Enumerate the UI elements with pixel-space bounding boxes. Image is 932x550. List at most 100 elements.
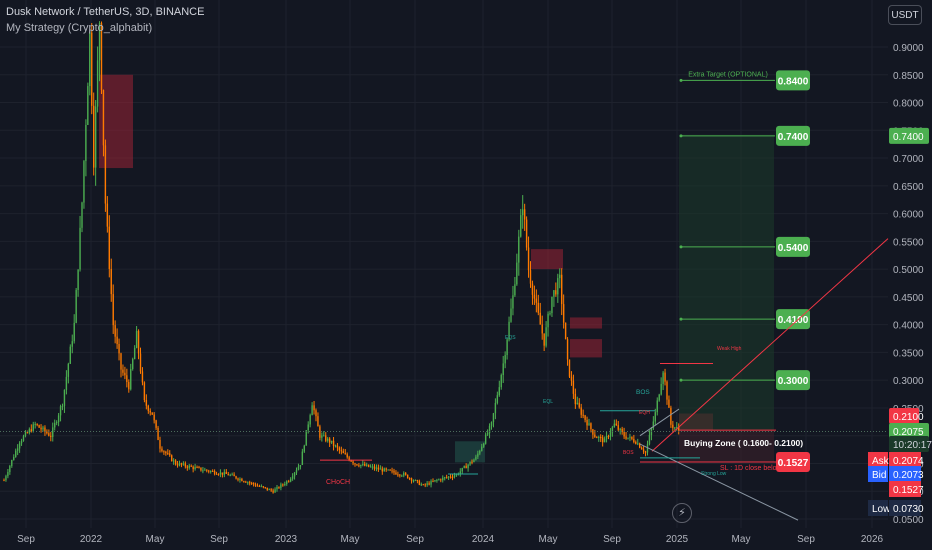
y-tick-label: 0.7000 xyxy=(893,154,924,165)
candle-body xyxy=(233,474,235,477)
candle-body xyxy=(315,410,317,417)
candle-body xyxy=(559,274,561,279)
stop-zone xyxy=(679,430,774,462)
target-label-box xyxy=(776,125,810,146)
target-label: 0.4100 xyxy=(778,315,809,326)
candle-body xyxy=(356,464,358,466)
resistance-zone xyxy=(99,74,133,169)
candle-body xyxy=(522,209,524,216)
candle-body xyxy=(648,435,651,445)
resistance-zone xyxy=(570,339,602,358)
candle-body xyxy=(613,423,616,428)
candle-body xyxy=(640,447,643,450)
strategy-label[interactable]: My Strategy (Crypto_alphabit) xyxy=(6,22,153,34)
candle-body xyxy=(561,274,563,305)
candle-body xyxy=(596,437,598,439)
candle-body xyxy=(291,476,294,479)
candle-body xyxy=(615,423,617,426)
candle-body xyxy=(192,466,194,470)
candle-body xyxy=(44,427,46,432)
candle-body xyxy=(157,427,159,440)
candle-body xyxy=(321,435,323,438)
candle-body xyxy=(272,490,274,493)
candle-body xyxy=(465,466,467,469)
target-zone xyxy=(679,134,774,431)
candle-body xyxy=(502,363,504,375)
y-tick-label: 0.3000 xyxy=(893,376,924,387)
target-label: 0.3000 xyxy=(778,376,809,387)
candle-body xyxy=(391,470,393,472)
candle-body xyxy=(410,478,413,481)
candle-body xyxy=(13,457,15,461)
candle-body xyxy=(89,32,91,87)
candle-body xyxy=(262,486,265,488)
candle-body xyxy=(217,474,220,476)
candle-body xyxy=(237,478,239,480)
candle-body xyxy=(605,435,608,439)
candle-body xyxy=(153,414,155,421)
y-tick-label: 0.6500 xyxy=(893,182,924,193)
candle-body xyxy=(188,465,190,468)
candle-body xyxy=(28,429,31,433)
candle-body xyxy=(163,451,165,453)
candle-body xyxy=(601,437,604,443)
candle-body xyxy=(112,294,114,326)
candle-body xyxy=(568,359,571,377)
candle-body xyxy=(128,382,130,390)
low-tag-value: 0.0730 xyxy=(893,504,924,515)
bid-tag-value: 0.2073 xyxy=(893,470,924,481)
weak-high-label: Weak High xyxy=(717,346,742,352)
candle-body xyxy=(451,476,454,478)
candle-body xyxy=(114,325,116,337)
bos-small-label: BOS xyxy=(623,450,634,456)
candle-body xyxy=(61,405,64,407)
ask-tag-value: 0.2074 xyxy=(893,456,924,467)
candle-body xyxy=(588,423,590,426)
candle-body xyxy=(22,436,25,441)
currency-button[interactable]: USDT xyxy=(888,5,922,25)
candle-body xyxy=(531,283,534,295)
candle-body xyxy=(463,466,465,468)
candle-body xyxy=(506,339,508,356)
candle-body xyxy=(576,402,578,405)
candle-body xyxy=(395,472,397,475)
trendline xyxy=(639,408,680,437)
candle-body xyxy=(447,476,450,478)
candle-body xyxy=(644,451,647,453)
countdown-tag-box xyxy=(889,436,929,452)
candle-body xyxy=(270,489,272,491)
candle-body xyxy=(660,383,662,395)
candle-body xyxy=(210,470,212,472)
candle-body xyxy=(646,444,649,453)
candle-body xyxy=(83,161,85,203)
candle-body xyxy=(662,372,664,384)
candle-body xyxy=(161,448,163,452)
ask-tag-label-box xyxy=(868,452,888,468)
candle-body xyxy=(286,481,288,484)
candle-body xyxy=(553,290,555,297)
candle-body xyxy=(405,473,407,475)
target-dot xyxy=(679,317,683,321)
candle-body xyxy=(566,339,569,360)
candle-body xyxy=(483,443,485,447)
candle-body xyxy=(85,124,87,162)
candle-body xyxy=(284,483,286,485)
candle-body xyxy=(664,372,666,382)
resistance-zone xyxy=(570,317,602,329)
candle-body xyxy=(642,449,645,452)
flash-icon[interactable]: ⚡ xyxy=(672,503,692,523)
candle-body xyxy=(637,443,639,445)
y-tick-label: 0.4000 xyxy=(893,321,924,332)
sl-label: SL : 1D close below xyxy=(720,465,783,472)
zones xyxy=(99,74,774,463)
candle-body xyxy=(354,463,356,465)
candle-body xyxy=(211,470,214,472)
candle-body xyxy=(65,376,68,390)
candle-body xyxy=(623,431,625,437)
candle-body xyxy=(520,215,522,237)
low-tag-label: Low xyxy=(872,504,891,515)
candle-body xyxy=(305,430,307,446)
candle-body xyxy=(469,461,471,465)
candle-body xyxy=(120,353,122,370)
